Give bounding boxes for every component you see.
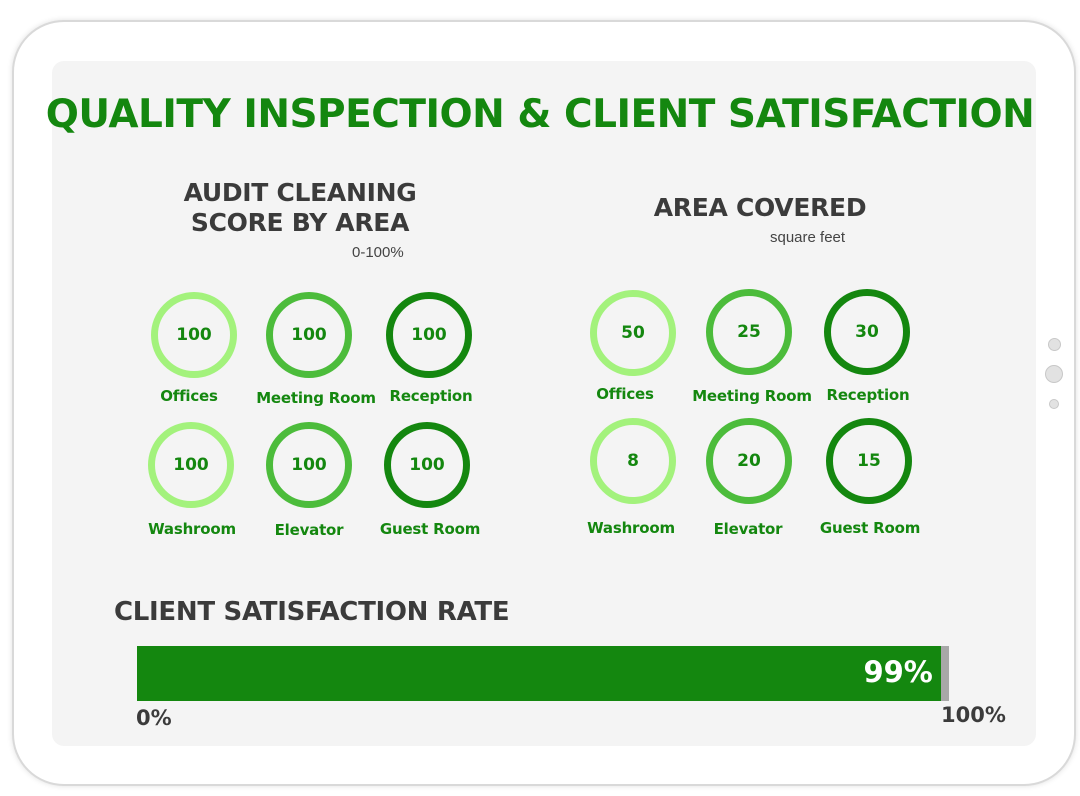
area-value: 15	[857, 451, 881, 471]
side-button-bottom	[1049, 399, 1059, 409]
area-label: Reception	[826, 386, 910, 404]
area-subtitle: square feet	[770, 229, 846, 246]
satisfaction-title: CLIENT SATISFACTION RATE	[114, 597, 510, 627]
side-button-middle	[1045, 365, 1063, 383]
audit-title-line1: AUDIT CLEANING	[183, 178, 417, 207]
satisfaction-bar-track: 99%	[137, 646, 949, 701]
area-label: Washroom	[587, 519, 675, 537]
satisfaction-axis-min: 0%	[136, 706, 172, 730]
audit-ring: 100	[266, 292, 352, 378]
audit-ring: 100	[386, 292, 472, 378]
area-value: 20	[737, 451, 761, 471]
area-ring: 50	[590, 290, 676, 376]
area-value: 30	[855, 322, 879, 342]
audit-area-label: Offices	[160, 387, 218, 405]
area-ring: 20	[706, 418, 792, 504]
area-ring: 8	[590, 418, 676, 504]
audit-score-value: 100	[176, 325, 212, 345]
page-title: QUALITY INSPECTION & CLIENT SATISFACTION	[45, 92, 1035, 137]
area-label: Meeting Room	[692, 387, 812, 405]
area-label: Elevator	[713, 520, 783, 538]
audit-score-value: 100	[411, 325, 447, 345]
area-value: 25	[737, 322, 761, 342]
audit-subtitle: 0-100%	[352, 244, 404, 261]
area-title: AREA COVERED	[653, 193, 867, 222]
satisfaction-value-label: 99%	[863, 655, 933, 689]
area-value: 50	[621, 323, 645, 343]
area-ring: 15	[826, 418, 912, 504]
audit-score-value: 100	[291, 325, 327, 345]
audit-area-label: Elevator	[274, 521, 344, 539]
area-ring: 30	[824, 289, 910, 375]
audit-ring: 100	[151, 292, 237, 378]
side-button-top	[1048, 338, 1061, 351]
area-value: 8	[627, 451, 639, 471]
area-label: Guest Room	[819, 519, 921, 537]
area-ring: 25	[706, 289, 792, 375]
audit-score-value: 100	[291, 455, 327, 475]
area-label: Offices	[596, 385, 654, 403]
audit-ring: 100	[384, 422, 470, 508]
audit-area-label: Washroom	[148, 520, 236, 538]
audit-ring: 100	[148, 422, 234, 508]
audit-area-label: Reception	[389, 387, 473, 405]
audit-area-label: Meeting Room	[256, 389, 376, 407]
satisfaction-axis-max: 100%	[941, 703, 1006, 727]
satisfaction-bar-fill: 99%	[137, 646, 941, 701]
audit-title-line2: SCORE BY AREA	[190, 208, 410, 237]
audit-score-value: 100	[173, 455, 209, 475]
audit-area-label: Guest Room	[379, 520, 481, 538]
audit-ring: 100	[266, 422, 352, 508]
dashboard-screen	[52, 61, 1036, 746]
audit-score-value: 100	[409, 455, 445, 475]
audit-title: AUDIT CLEANING SCORE BY AREA	[170, 178, 430, 238]
